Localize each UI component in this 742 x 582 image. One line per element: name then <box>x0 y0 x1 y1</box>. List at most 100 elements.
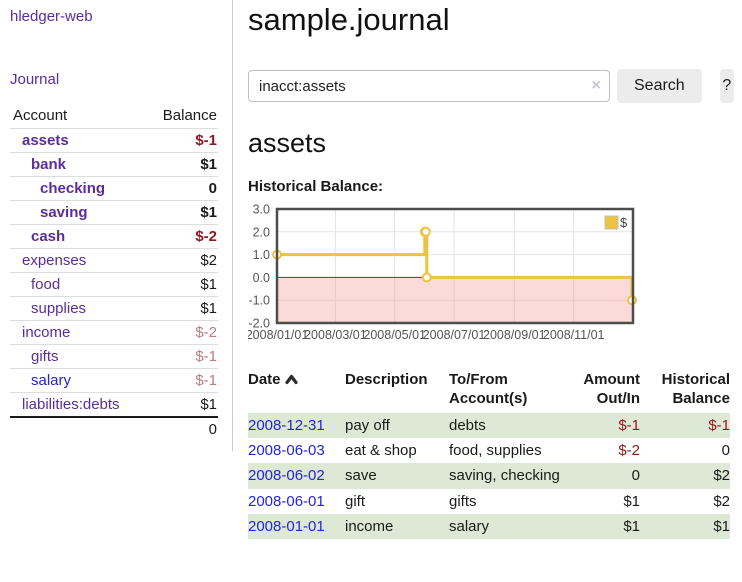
accounts-table-header: Account Balance <box>10 103 218 129</box>
search-form: × Search ? <box>248 69 734 103</box>
account-row: food $1 <box>10 272 218 297</box>
account-balance: $-1 <box>145 344 218 369</box>
svg-text:2008/01/01: 2008/01/01 <box>248 328 308 342</box>
account-balance: $1 <box>145 392 218 417</box>
sidebar-account-link-expenses[interactable]: expenses <box>22 252 87 269</box>
account-balance: 0 <box>145 176 218 201</box>
account-row: liabilities:debts $1 <box>10 392 218 417</box>
register-description: income <box>345 517 394 535</box>
register-header-description: Description <box>345 371 428 388</box>
account-balance: $-1 <box>145 128 218 153</box>
sidebar-account-link-checking[interactable]: checking <box>40 180 106 197</box>
sidebar-account-link-bank[interactable]: bank <box>31 156 67 173</box>
register-description: eat & shop <box>345 442 417 460</box>
register-balance: $2 <box>713 492 730 510</box>
svg-text:2008/09/01: 2008/09/01 <box>483 328 546 342</box>
search-box: × <box>248 70 610 102</box>
account-row: checking 0 <box>10 176 218 201</box>
register-date-link[interactable]: 2008-12-31 <box>248 417 325 435</box>
register-header-accounts: To/From Account(s) <box>449 371 528 408</box>
svg-text:3.0: 3.0 <box>253 204 270 217</box>
register-date-link[interactable]: 2008-06-03 <box>248 442 325 460</box>
account-balance: $1 <box>145 152 218 177</box>
svg-text:-1.0: -1.0 <box>248 294 270 308</box>
register-header-date[interactable]: Date <box>248 370 345 413</box>
accounts-total-row: 0 <box>10 416 218 441</box>
register-description: save <box>345 467 377 485</box>
account-row: income $-2 <box>10 320 218 345</box>
register-description: gift <box>345 492 366 510</box>
account-balance: $1 <box>145 272 218 297</box>
help-button[interactable]: ? <box>719 69 734 103</box>
register-description: pay off <box>345 417 390 435</box>
sidebar-account-link-cash[interactable]: cash <box>31 228 66 245</box>
search-input[interactable] <box>248 70 610 102</box>
page-title: sample.journal <box>248 2 450 37</box>
register-row: 2008-01-01 income salary $1 $1 <box>248 513 730 539</box>
account-row: cash $-2 <box>10 224 218 249</box>
account-row: expenses $2 <box>10 248 218 273</box>
sidebar-account-link-gifts[interactable]: gifts <box>31 348 59 365</box>
account-row: assets $-1 <box>10 128 218 153</box>
clear-search-icon[interactable]: × <box>591 77 601 94</box>
register-balance: 0 <box>721 442 730 460</box>
register-row: 2008-06-03 eat & shop food, supplies $-2 0 <box>248 438 730 463</box>
sidebar-account-link-assets[interactable]: assets <box>22 132 69 149</box>
svg-text:2008/05/01: 2008/05/01 <box>363 328 426 342</box>
account-heading: assets <box>248 128 327 158</box>
register-date-link[interactable]: 2008-01-01 <box>248 517 325 535</box>
svg-text:-2.0: -2.0 <box>248 317 270 331</box>
sidebar: hledger-web Journal Account Balance asse… <box>0 0 233 451</box>
svg-text:1.0: 1.0 <box>253 248 270 262</box>
register-amount: $1 <box>623 492 640 510</box>
app-brand-link[interactable]: hledger-web <box>10 8 93 25</box>
sidebar-account-link-liabilities-debts[interactable]: liabilities:debts <box>22 396 120 413</box>
accounts-header-account: Account <box>13 107 68 124</box>
register-header-row: Date Description To/From Account(s) Amou… <box>248 370 730 413</box>
svg-text:2008/03/01: 2008/03/01 <box>304 328 367 342</box>
register-date-link[interactable]: 2008-06-01 <box>248 492 325 510</box>
register-header-balance: Historical Balance <box>661 371 730 408</box>
account-row: salary $-1 <box>10 368 218 393</box>
balance-chart[interactable]: $3.0 2.0 1.0 0.0 -1.0 -2.0 2008/01/01 2008/03/0… <box>246 203 734 353</box>
register-amount: $-1 <box>618 417 640 435</box>
sidebar-account-link-food[interactable]: food <box>31 276 61 293</box>
register-date-link[interactable]: 2008-06-02 <box>248 467 325 485</box>
account-balance: $1 <box>145 296 218 321</box>
register-row: 2008-06-02 save saving, checking 0 $2 <box>248 463 730 489</box>
chart-title: Historical Balance: <box>248 178 384 195</box>
account-row: bank $1 <box>10 152 218 177</box>
svg-text:2.0: 2.0 <box>253 225 270 239</box>
register-accounts: food, supplies <box>449 442 542 460</box>
sidebar-account-link-saving[interactable]: saving <box>40 204 88 221</box>
accounts-table: Account Balance assets $-1 bank $1 checking 0… <box>10 103 218 441</box>
accounts-header-balance: Balance <box>162 107 217 124</box>
account-balance: $1 <box>145 200 218 225</box>
register-amount: $-2 <box>618 442 640 460</box>
sidebar-account-link-supplies[interactable]: supplies <box>31 300 87 317</box>
register-accounts: gifts <box>449 492 477 510</box>
account-balance: $-2 <box>145 224 218 249</box>
register-amount: $1 <box>623 517 640 535</box>
search-button[interactable]: Search <box>617 69 702 103</box>
sidebar-item-journal[interactable]: Journal <box>10 71 60 88</box>
register-accounts: debts <box>449 417 486 435</box>
account-row: gifts $-1 <box>10 344 218 369</box>
sidebar-nav: Journal <box>10 71 218 89</box>
accounts-total-value: 0 <box>145 416 218 441</box>
register-accounts: salary <box>449 517 490 535</box>
register-accounts: saving, checking <box>449 467 560 485</box>
sort-ascending-icon <box>284 374 298 385</box>
account-balance: $-2 <box>145 320 218 345</box>
register-header-amount: Amount Out/In <box>583 371 640 408</box>
account-balance: $2 <box>145 248 218 273</box>
sidebar-account-link-income[interactable]: income <box>22 324 71 341</box>
register-table: Date Description To/From Account(s) Amou… <box>248 370 730 539</box>
sidebar-account-link-salary[interactable]: salary <box>31 372 72 389</box>
account-row: supplies $1 <box>10 296 218 321</box>
register-amount: 0 <box>631 467 640 485</box>
account-balance: $-1 <box>145 368 218 393</box>
svg-text:0.0: 0.0 <box>253 271 270 285</box>
svg-text:2008/11/01: 2008/11/01 <box>543 328 605 342</box>
svg-text:2008/07/01: 2008/07/01 <box>423 328 486 342</box>
